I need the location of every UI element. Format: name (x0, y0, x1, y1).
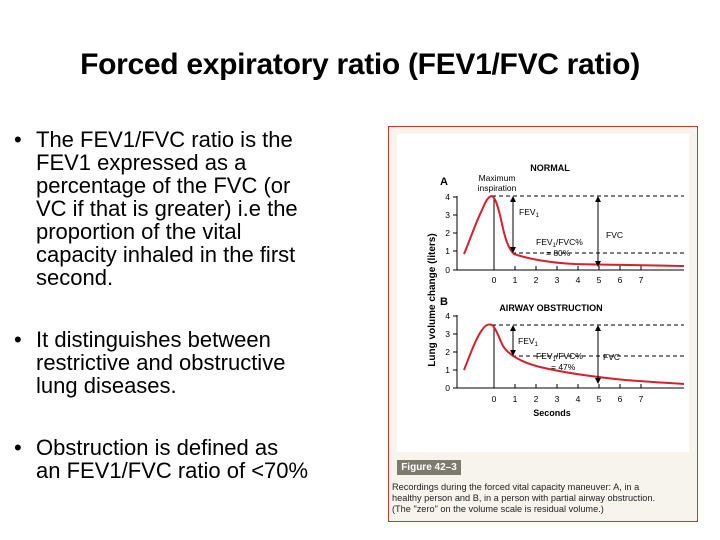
panel-a-y-tick-label: 3 (445, 210, 450, 220)
panel-a-x-ticks (493, 266, 642, 270)
panel-b-x-tick-label: 5 (597, 394, 602, 404)
panel-b-heading: AIRWAY OBSTRUCTION (499, 303, 602, 313)
panel-a-x-tick-label: 5 (597, 275, 602, 285)
panel-b-ratio-line1: FEV1/FVC% (536, 351, 583, 363)
panel-a-x-tick-label: 4 (576, 275, 581, 285)
bullet-line: capacity inhaled in the first (36, 242, 296, 267)
panel-a-fev1-arrow (510, 196, 516, 253)
panel-a-x-tick-label: 6 (618, 275, 623, 285)
bullet-line: proportion of the vital (36, 219, 242, 244)
bullet-dot-icon: • (14, 435, 22, 460)
panel-a-x-tick-label: 1 (513, 275, 518, 285)
panel-b-ratio-line2: = 47% (551, 362, 576, 372)
bullet-line: FEV1 expressed as a (36, 150, 247, 175)
panel-a-x-tick-label: 0 (492, 275, 497, 285)
panel-a-x-tick-label: 3 (555, 275, 560, 285)
caption-line: (The "zero" on the volume scale is resid… (392, 504, 604, 514)
bullet-item-ratio-definition: • The FEV1/FVC ratio is the FEV1 express… (14, 128, 298, 289)
bullet-line: Obstruction is defined as (36, 435, 279, 460)
panel-b-letter: B (440, 296, 448, 308)
bullet-line: percentage of the FVC (or (36, 173, 291, 198)
slide-title: Forced expiratory ratio (FEV1/FVC ratio) (80, 48, 640, 81)
panel-b-x-tick-label: 2 (534, 394, 539, 404)
panel-b-y-tick-label: 3 (445, 329, 450, 339)
panel-a-y-tick-label: 4 (445, 192, 450, 202)
bullet-line: an FEV1/FVC ratio of <70% (36, 458, 309, 483)
bullet-dot-icon: • (14, 327, 22, 352)
figure-plot-area (397, 134, 689, 452)
panel-b-y-tick-label: 4 (445, 311, 450, 321)
panel-b-fvc-arrow (595, 325, 601, 384)
panel-a-max-label-line1: Maximum (479, 173, 516, 183)
y-axis-label: Lung volume change (liters) (427, 233, 438, 366)
panel-b-y-tick-label: 1 (445, 365, 450, 375)
panel-b-y-ticks (453, 315, 457, 389)
bullet-line: restrictive and obstructive (36, 350, 286, 375)
panel-b-x-tick-label: 4 (576, 394, 581, 404)
panel-b-x-tick-label: 6 (618, 394, 623, 404)
caption-line: healthy person and B, in a person with p… (392, 493, 656, 503)
panel-b-x-tick-label: 0 (492, 394, 497, 404)
panel-a-volume-curve (463, 194, 685, 267)
panel-b-fvc-label: FVC (603, 352, 620, 362)
bullet-dot-icon: • (14, 127, 22, 152)
figure-caption: Recordings during the forced vital capac… (392, 482, 696, 515)
panel-b-x-tick-label: 3 (555, 394, 560, 404)
panel-a-x-tick-label: 7 (639, 275, 644, 285)
panel-b-fev1-arrow (510, 325, 516, 356)
panel-a-fvc-label: FVC (606, 230, 623, 240)
panel-a-y-ticks (453, 196, 457, 271)
panel-a-max-label-line2: inspiration (478, 183, 517, 193)
panel-a-y-tick-label: 1 (445, 246, 450, 256)
panel-b-x-ticks (493, 384, 642, 388)
caption-line: Recordings during the forced vital capac… (392, 482, 640, 492)
bullet-line: The FEV1/FVC ratio is the (36, 127, 293, 152)
panel-a-ratio-line2: = 80% (546, 248, 571, 258)
panel-a-heading: NORMAL (530, 163, 570, 173)
figure-number-label: Figure 42–3 (397, 460, 461, 475)
panel-a-ratio-line1: FEV1/FVC% (536, 237, 583, 249)
panel-b-x-tick-label: 1 (513, 394, 518, 404)
panel-a-letter: A (440, 176, 448, 188)
panel-a-y-tick-label: 0 (445, 265, 450, 275)
bullet-item-obstruction: • Obstruction is defined as an FEV1/FVC … (14, 436, 308, 482)
panel-b-y-tick-label: 2 (445, 347, 450, 357)
panel-a-fev1-label: FEV1 (519, 207, 540, 219)
bullet-line: VC if that is greater) i.e the (36, 196, 298, 221)
panel-b-volume-curve (463, 323, 685, 385)
panel-b-y-tick-label: 0 (445, 383, 450, 393)
x-axis-label: Seconds (533, 408, 571, 418)
bullet-line: lung diseases. (36, 373, 177, 398)
panel-a-x-tick-label: 2 (534, 275, 539, 285)
panel-a-fvc-arrow (595, 196, 601, 267)
panel-b-fev1-label: FEV1 (518, 336, 539, 348)
panel-b-x-tick-label: 7 (639, 394, 644, 404)
panel-a-y-tick-label: 2 (445, 228, 450, 238)
bullet-line: second. (36, 265, 114, 290)
bullet-item-distinguishes: • It distinguishes between restrictive a… (14, 328, 285, 397)
bullet-line: It distinguishes between (36, 327, 271, 352)
